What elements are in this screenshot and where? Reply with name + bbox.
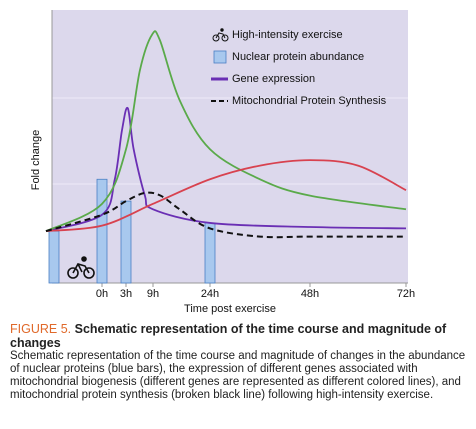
line [45, 30, 407, 232]
legend-label: Mitochondrial Protein Synthesis [232, 95, 387, 107]
legend-label: High-intensity exercise [232, 29, 343, 41]
caption-text: Schematic representation of the time cou… [10, 350, 466, 401]
legend-label: Nuclear protein abundance [232, 51, 364, 63]
caption-heading: Schematic representation of the time cou… [10, 322, 447, 350]
bike-icon-small [212, 28, 229, 42]
x-tick-label: 48h [301, 288, 319, 300]
caption: FIGURE 5. Schematic representation of th… [10, 322, 466, 402]
chart: Fold change Time post exercise High-inte… [30, 10, 415, 315]
legend-swatch [213, 50, 227, 64]
x-tick-label: 24h [201, 288, 219, 300]
legend: Nuclear protein abundance Gene expression… [211, 50, 387, 107]
bar [48, 230, 60, 284]
bar [96, 178, 108, 284]
x-axis-label: Time post exercise [184, 303, 276, 315]
bike-icon [67, 256, 95, 279]
y-axis-label: Fold change [30, 130, 42, 191]
bar [120, 200, 132, 284]
x-tick-label: 0h [96, 288, 108, 300]
legend-label: Gene expression [232, 73, 315, 85]
x-tick-label: 9h [147, 288, 159, 300]
caption-title: FIGURE 5. Schematic representation of th… [10, 322, 466, 350]
dashed-line [45, 191, 406, 239]
figure-number: FIGURE 5. [10, 322, 72, 336]
line [45, 159, 407, 233]
plot-marks [45, 30, 407, 284]
x-tick-label: 72h [397, 288, 415, 300]
x-tick-label: 3h [120, 288, 132, 300]
bar [204, 222, 216, 284]
